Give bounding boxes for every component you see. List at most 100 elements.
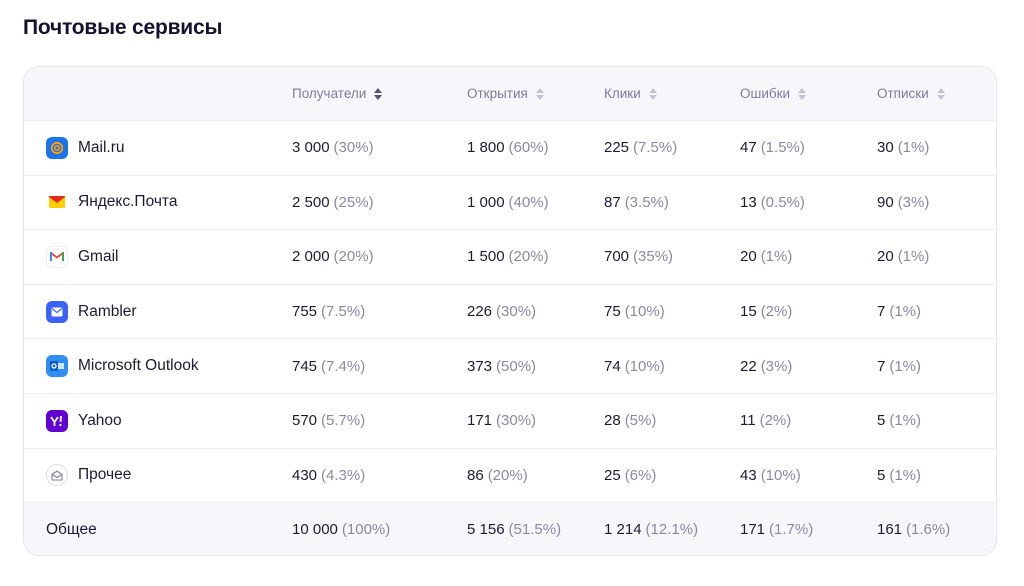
sort-icon[interactable] (936, 87, 945, 100)
column-header-errors[interactable]: Ошибки (740, 67, 807, 120)
service-name: Rambler (78, 302, 137, 320)
table-row: Прочее 430 (4.3%) 86 (20%) 25 (6%) 43 (10%) … (24, 447, 996, 503)
percent: (1%) (889, 412, 922, 430)
yahoo-icon (46, 409, 68, 432)
value: 43 (740, 466, 757, 484)
value: 5 (877, 466, 886, 484)
value: 47 (740, 139, 757, 157)
total-label: Общее (46, 503, 97, 555)
value: 755 (292, 303, 318, 321)
unsubscribes-cell: 5 (1%) (877, 449, 921, 503)
errors-cell: 13 (0.5%) (740, 176, 805, 230)
value: 225 (604, 139, 630, 157)
percent: (0.5%) (760, 193, 805, 211)
service-cell: Rambler (46, 285, 137, 339)
value: 430 (292, 466, 318, 484)
value: 7 (877, 303, 886, 321)
clicks-cell: 28 (5%) (604, 394, 656, 448)
clicks-cell: 75 (10%) (604, 285, 665, 339)
value: 5 156 (467, 521, 505, 539)
sort-icon[interactable] (374, 87, 383, 100)
service-cell: Gmail (46, 230, 118, 284)
table-row: Яндекс.Почта 2 500 (25%) 1 000 (40%) 87 (3.… (24, 174, 996, 230)
unsubscribes-cell: 90 (3%) (877, 176, 929, 230)
value: 700 (604, 248, 630, 266)
percent: (30%) (496, 412, 537, 430)
outlook-icon (46, 355, 68, 378)
percent: (12.1%) (645, 521, 699, 539)
table-row: Gmail 2 000 (20%) 1 500 (20%) 700 (35%) 20(… (24, 229, 996, 284)
percent: (60%) (508, 139, 549, 157)
value: 7 (877, 357, 886, 375)
unsubscribes-cell: 20 (1%) (877, 230, 929, 284)
table-row: Mail.ru 3 000 (30%) 1 800 (60%) 225 (7.5%) … (24, 120, 996, 175)
percent: (7.5%) (633, 139, 678, 157)
percent: (7.5%) (321, 303, 366, 321)
column-header-recipients[interactable]: Получатели (292, 67, 383, 120)
value: 22 (740, 357, 757, 375)
clicks-cell: 1 214 (12.1%) (604, 503, 699, 555)
value: 13 (740, 193, 757, 211)
value: 20 (740, 248, 757, 266)
sort-icon[interactable] (648, 87, 657, 100)
percent: (35%) (633, 248, 674, 266)
percent: (3%) (897, 193, 930, 211)
opens-cell: 1 800 (60%) (467, 121, 549, 175)
percent: (5%) (624, 412, 657, 430)
percent: (51.5%) (508, 521, 562, 539)
total-row: Общее 10 000 (100%) 5 156 (51.5%) 1 214 (12… (24, 502, 996, 555)
errors-cell: 11 (2%) (740, 394, 791, 448)
percent: (20%) (487, 466, 528, 484)
sort-icon[interactable] (535, 87, 544, 100)
value: 745 (292, 357, 318, 375)
opens-cell: 1 500 (20%) (467, 230, 549, 284)
value: 25 (604, 466, 621, 484)
service-name: Microsoft Outlook (78, 357, 199, 375)
clicks-cell: 87 (3.5%) (604, 176, 669, 230)
percent: (6%) (624, 466, 657, 484)
opens-cell: 226 (30%) (467, 285, 536, 339)
opens-cell: 171 (30%) (467, 394, 536, 448)
value: 30 (877, 139, 894, 157)
gmail-icon (46, 245, 68, 268)
percent: (20%) (508, 248, 549, 266)
percent: (1.7%) (769, 521, 814, 539)
column-header-unsubscribes[interactable]: Отписки (877, 67, 945, 120)
column-header-clicks[interactable]: Клики (604, 67, 657, 120)
errors-cell: 47 (1.5%) (740, 121, 805, 175)
value: 1 214 (604, 521, 642, 539)
recipients-cell: 755 (7.5%) (292, 285, 365, 339)
value: 171 (740, 521, 766, 539)
service-cell: Яндекс.Почта (46, 176, 177, 230)
opens-cell: 86 (20%) (467, 449, 528, 503)
recipients-cell: 10 000 (100%) (292, 503, 391, 555)
column-header-opens[interactable]: Открытия (467, 67, 544, 120)
value: 86 (467, 466, 484, 484)
percent: (100%) (341, 521, 391, 539)
opens-cell: 5 156 (51.5%) (467, 503, 562, 555)
value: 1 000 (467, 193, 505, 211)
value: 90 (877, 193, 894, 211)
recipients-cell: 2 000 (20%) (292, 230, 374, 284)
recipients-cell: 745 (7.4%) (292, 339, 365, 393)
percent: (10%) (760, 466, 801, 484)
errors-cell: 20 (1%) (740, 230, 792, 284)
percent: (4.3%) (321, 466, 366, 484)
recipients-cell: 3 000 (30%) (292, 121, 374, 175)
value: 28 (604, 412, 621, 430)
table-header: Получатели Открытия Клики Ошибки Отписки (24, 67, 996, 120)
percent: (10%) (624, 357, 665, 375)
total-label-text: Общее (46, 520, 97, 538)
percent: (3.5%) (624, 193, 669, 211)
column-label: Получатели (292, 86, 367, 101)
recipients-cell: 430 (4.3%) (292, 449, 365, 503)
value: 75 (604, 303, 621, 321)
service-cell: Microsoft Outlook (46, 339, 199, 393)
percent: (1%) (760, 248, 793, 266)
percent: (25%) (333, 193, 374, 211)
value: 1 500 (467, 248, 505, 266)
sort-icon[interactable] (798, 87, 807, 100)
service-name: Yahoo (78, 411, 122, 429)
percent: (50%) (496, 357, 537, 375)
rambler-icon (46, 300, 68, 323)
